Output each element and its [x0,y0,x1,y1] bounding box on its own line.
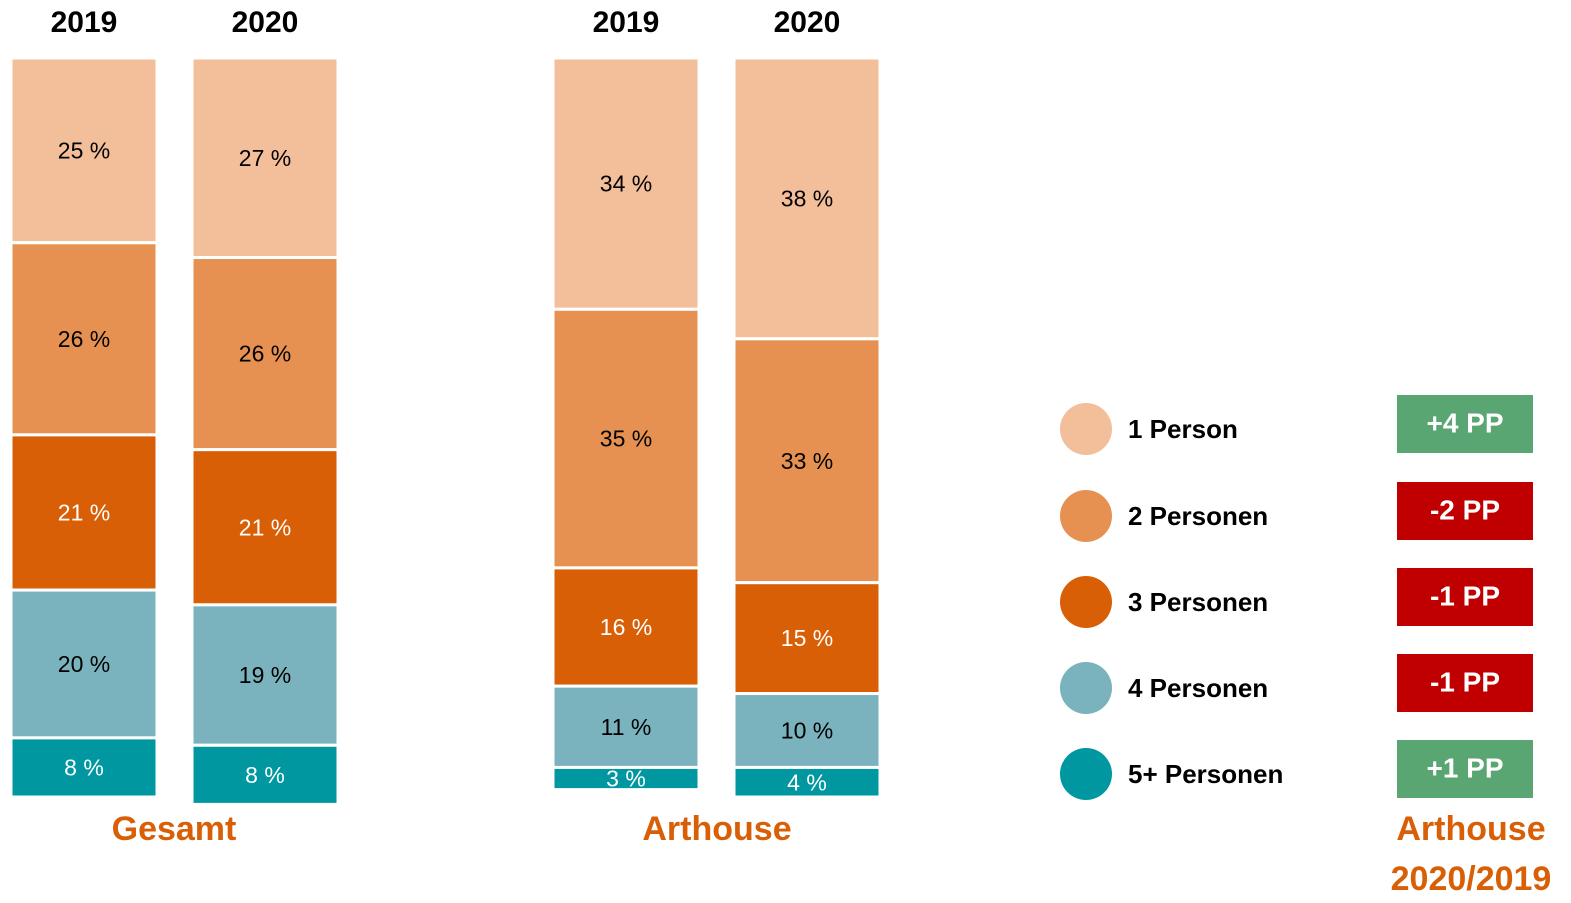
data-label: 11 % [601,714,652,740]
data-label: 20 % [58,651,110,677]
bar-segment [190,448,340,607]
data-label: 15 % [781,625,833,651]
data-label: 21 % [239,514,291,540]
legend-swatch [1060,748,1112,800]
data-label: 33 % [781,448,833,474]
x-tick-label: 2019 [593,6,660,39]
data-label: 19 % [239,662,291,688]
group-label: Arthouse [642,810,791,848]
bar-segment [732,692,882,769]
change-box [1397,654,1533,712]
legend-label: 3 Personen [1128,587,1268,617]
bar-segment [551,56,701,311]
bar-segment [551,765,701,792]
data-label: 26 % [58,326,110,352]
data-label: 4 % [787,769,827,795]
x-tick-label: 2019 [51,6,118,39]
group-label: Gesamt [112,810,237,848]
legend-label: 2 Personen [1128,501,1268,531]
data-label: 25 % [58,137,110,163]
bar-segment [732,581,882,696]
legend-swatch [1060,576,1112,628]
bar-segment [732,56,882,341]
legend-swatch [1060,490,1112,542]
x-tick-label: 2020 [774,6,841,39]
legend-label: 5+ Personen [1128,759,1283,789]
bar-segment [190,743,340,806]
change-box [1397,568,1533,626]
bar-segment [9,736,159,799]
change-label: +1 PP [1426,752,1503,783]
legend-label: 1 Person [1128,414,1238,444]
data-label: 34 % [600,171,652,197]
data-label: 10 % [781,718,833,744]
bar-segment [9,433,159,592]
change-label: +4 PP [1426,407,1503,438]
change-box [1397,740,1533,798]
data-label: 8 % [64,755,104,781]
legend-label: 4 Personen [1128,673,1268,703]
change-label: -2 PP [1430,494,1500,525]
change-label: -1 PP [1430,580,1500,611]
change-box [1397,395,1533,453]
bar-segment [732,337,882,585]
x-tick-label: 2020 [232,6,299,39]
data-label: 3 % [606,766,646,792]
legend-swatch [1060,403,1112,455]
data-label: 16 % [600,614,652,640]
change-title: Arthouse [1396,810,1545,848]
change-box [1397,482,1533,540]
bar-segment [9,588,159,740]
data-label: 26 % [239,341,291,367]
bar-segment [9,56,159,245]
bar-segment [9,241,159,437]
data-label: 35 % [600,426,652,452]
bar-segment [732,765,882,799]
bar-segment [551,684,701,769]
data-label: 21 % [58,500,110,526]
bar-segment [551,307,701,570]
data-label: 38 % [781,185,833,211]
data-label: 27 % [239,145,291,171]
change-label: -1 PP [1430,666,1500,697]
bar-segment [190,56,340,260]
data-label: 8 % [245,762,285,788]
change-title: 2020/2019 [1391,860,1552,898]
legend-swatch [1060,662,1112,714]
